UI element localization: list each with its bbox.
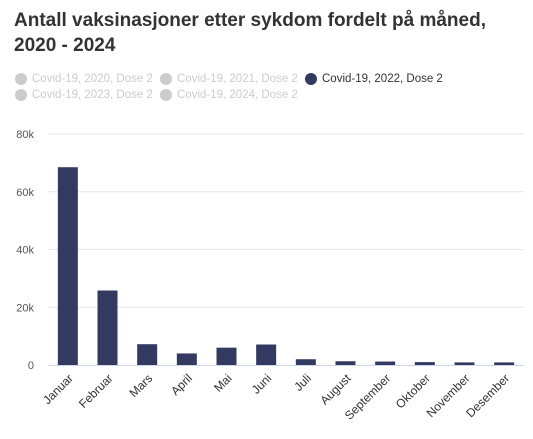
bar-september[interactable] [375, 361, 396, 365]
y-axis-tick-labels: 0 20k 40k 60k 80k [16, 129, 34, 372]
x-tick-label-juni: Juni [249, 371, 274, 396]
legend-dot-icon [305, 73, 317, 85]
x-tick-label-desember: Desember [463, 371, 512, 420]
legend-dot-icon [160, 89, 172, 101]
legend-label: Covid-19, 2021, Dose 2 [177, 73, 298, 85]
x-tick-label-oktober: Oktober [393, 371, 433, 411]
legend-label: Covid-19, 2024, Dose 2 [177, 89, 298, 101]
bar-mars[interactable] [137, 344, 158, 365]
x-tick-label-mars: Mars [127, 371, 156, 400]
bar-januar[interactable] [57, 167, 78, 365]
y-tick-label: 80k [16, 129, 34, 141]
y-tick-label: 60k [16, 187, 34, 199]
legend-item-2020[interactable]: Covid-19, 2020, Dose 2 [15, 73, 153, 85]
bar-oktober[interactable] [414, 362, 435, 365]
chart-title: Antall vaksinasjoner etter sykdom fordel… [14, 10, 486, 56]
x-axis-tick-labels: Januar Februar Mars April Mai Juni Juli AugustS… [40, 371, 512, 423]
bar-april[interactable] [176, 353, 197, 365]
x-tick-label-februar: Februar [76, 371, 116, 411]
bar-mai[interactable] [216, 347, 237, 365]
bar-desember[interactable] [494, 362, 515, 365]
legend-label: Covid-19, 2020, Dose 2 [32, 73, 153, 85]
bars [57, 167, 515, 365]
x-tick-label-august: August [317, 371, 354, 408]
x-tick-label-januar: Januar [40, 371, 76, 407]
legend-dot-icon [160, 73, 172, 85]
x-tick-label-mai: Mai [211, 371, 235, 395]
legend-dot-icon [15, 89, 27, 101]
legend-label: Covid-19, 2022, Dose 2 [322, 73, 443, 85]
bar-juli[interactable] [295, 359, 316, 365]
legend-item-2022[interactable]: Covid-19, 2022, Dose 2 [305, 73, 443, 85]
legend-dot-icon [15, 73, 27, 85]
y-tick-label: 40k [16, 245, 34, 257]
legend-item-2023[interactable]: Covid-19, 2023, Dose 2 [15, 89, 153, 101]
y-tick-label: 20k [16, 302, 34, 314]
bar-august[interactable] [335, 361, 356, 365]
grid-lines [48, 133, 524, 308]
legend: Covid-19, 2020, Dose 2 Covid-19, 2021, D… [15, 73, 525, 107]
y-tick-label: 0 [28, 360, 34, 372]
legend-label: Covid-19, 2023, Dose 2 [32, 89, 153, 101]
legend-item-2024[interactable]: Covid-19, 2024, Dose 2 [160, 89, 298, 101]
bar-juni[interactable] [256, 344, 277, 365]
bar-februar[interactable] [97, 290, 118, 365]
x-tick-label-juli: Juli [291, 371, 314, 394]
bar-november[interactable] [454, 362, 475, 365]
x-tick-label-april: April [168, 371, 195, 398]
legend-item-2021[interactable]: Covid-19, 2021, Dose 2 [160, 73, 298, 85]
